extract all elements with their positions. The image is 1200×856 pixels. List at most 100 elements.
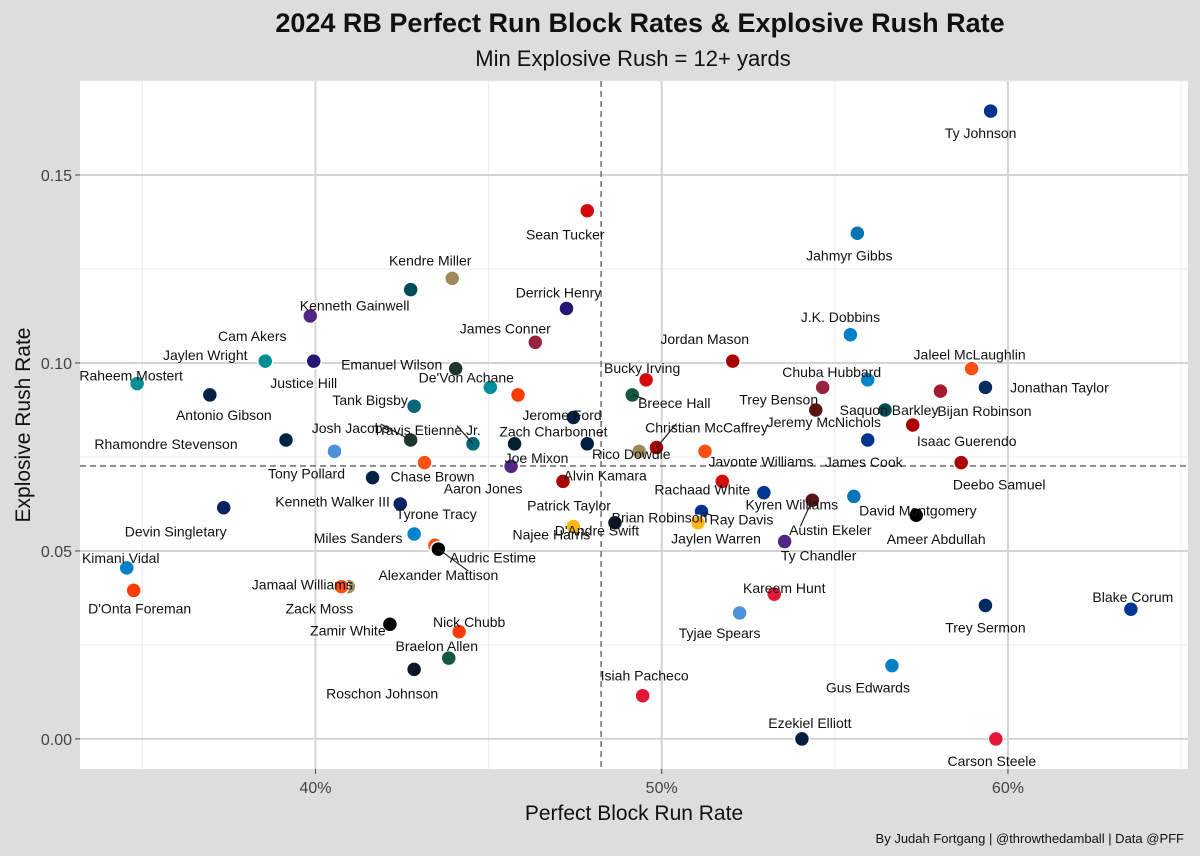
point-label: Jonathan Taylor — [1010, 379, 1109, 395]
point-label: Josh Jacobs — [312, 420, 390, 436]
point-label: Emanuel Wilson — [341, 357, 442, 373]
x-tick-label: 50% — [646, 780, 678, 797]
point-label: Brian Robinson — [612, 509, 708, 525]
point-label: Jerome Ford — [522, 407, 601, 423]
point-label: Zack Moss — [286, 601, 354, 617]
scatter-point: WAS — [807, 401, 825, 419]
point-label: Ezekiel Elliott — [768, 715, 851, 731]
scatter-point: ARI — [527, 334, 544, 351]
points-layer: BUF TB DET NO PHI BAL MIN LAC ARI SF MIA BAL GB DEN MI… — [118, 102, 1140, 748]
point-label: Najee Harris — [513, 527, 591, 543]
scatter-point: MIA — [482, 379, 499, 396]
point-label: Isaac Guerendo — [917, 433, 1017, 449]
scatter-point: DET — [845, 488, 863, 505]
scatter-point: CLE — [509, 386, 527, 404]
chart-subtitle: Min Explosive Rush = 12+ yards — [475, 46, 791, 71]
scatter-point: NYG — [215, 499, 232, 516]
scatter-point: MIN — [302, 307, 319, 325]
scatter-point: LAC — [883, 657, 901, 674]
point-label: Breece Hall — [638, 395, 710, 411]
scatter-point: GB — [447, 360, 464, 377]
point-label: Chase Brown — [390, 469, 474, 485]
x-tick-label: 60% — [992, 780, 1024, 797]
scatter-point: BUF — [982, 102, 999, 120]
point-label: D'Andre Swift — [555, 523, 639, 539]
point-label: Jahmyr Gibbs — [806, 247, 892, 263]
scatter-point: DAL — [793, 730, 811, 748]
point-label: Bucky Irving — [604, 360, 680, 376]
scatter-point: NE — [201, 386, 219, 404]
scatter-point: LAC — [118, 559, 135, 577]
scatter-point: CIN — [416, 454, 433, 471]
scatter-point: KC — [765, 585, 783, 603]
scatter-point: BAL — [305, 352, 322, 370]
scatter-point: NO — [630, 443, 648, 460]
point-label: Alvin Kamara — [564, 467, 647, 483]
point-label: Cam Akers — [218, 328, 286, 344]
scatter-point: DEN — [963, 360, 980, 377]
scatter-point: SEA — [565, 409, 582, 426]
point-label: Tony Pollard — [268, 465, 345, 481]
scatter-point: KC — [987, 730, 1005, 748]
y-tick-label: 0.10 — [41, 356, 72, 373]
point-label: Austin Ekeler — [789, 522, 872, 538]
point-label: Nick Chubb — [433, 614, 506, 630]
point-label: Kenneth Gainwell — [300, 298, 410, 314]
scatter-point: TB — [637, 371, 655, 389]
x-axis-label: Perfect Block Run Rate — [525, 802, 743, 825]
scatter-point: JAX — [405, 397, 423, 415]
scatter-point: TEN — [326, 443, 343, 460]
scatter-point: PIT — [689, 514, 707, 531]
reference-lines — [80, 81, 1188, 769]
scatter-point: KC — [634, 687, 651, 704]
point-label: Raheem Mostert — [79, 368, 183, 384]
point-label: Saquon Barkley — [840, 402, 939, 418]
point-label: Zach Charbonnet — [499, 423, 607, 439]
point-label: Jeremy McNichols — [767, 414, 881, 430]
point-label: Jordan Mason — [660, 331, 749, 347]
scatter-point: NE — [277, 431, 295, 449]
scatter-point: LA — [1122, 600, 1140, 618]
scatter-point: NYG — [392, 495, 409, 513]
point-label: Audric Estime — [450, 549, 537, 565]
point-label: Jaylen Warren — [671, 531, 761, 547]
y-tick-label: 0.05 — [41, 544, 72, 561]
scatter-point: LV — [907, 506, 925, 524]
point-label: Trey Sermon — [945, 619, 1025, 635]
scatter-point: BAL — [558, 300, 575, 317]
scatter-point: CAR — [859, 371, 876, 389]
point-label: Jaylen Wright — [163, 347, 248, 363]
point-label: Sean Tucker — [526, 227, 605, 243]
point-label: J.K. Dobbins — [801, 309, 880, 325]
point-label: Ty Johnson — [945, 125, 1017, 141]
scatter-point: PHI — [402, 281, 419, 298]
point-label: Chuba Hubbard — [782, 364, 881, 380]
point-label: Ray Davis — [710, 511, 774, 527]
scatter-point: NYJ — [440, 649, 458, 667]
scatter-point: CHI — [606, 514, 624, 531]
point-label: Tank Bigsby — [332, 392, 407, 408]
point-label: Blake Corum — [1092, 589, 1173, 605]
point-label: Kendre Miller — [389, 252, 472, 268]
scatter-point: CAR — [405, 525, 423, 543]
point-label: Rhamondre Stevenson — [94, 436, 237, 452]
scatter-point: IND — [977, 597, 994, 614]
point-label: Kareem Hunt — [743, 580, 826, 596]
point-label: Carson Steele — [947, 753, 1036, 769]
point-label: James Conner — [460, 320, 551, 336]
scatter-point: DEN — [696, 443, 714, 460]
point-label: Braelon Allen — [395, 638, 478, 654]
point-label: Justice Hill — [270, 375, 337, 391]
scatter-point: NO — [443, 270, 461, 287]
point-label: Jamaal Williams — [252, 577, 353, 593]
scatter-point: DAL — [579, 435, 596, 453]
labels-layer: Ty Johnson Sean Tucker Jahmyr Gibbs Kendre … — [79, 125, 1173, 769]
x-tick-label: 40% — [299, 780, 331, 797]
point-label: David Montgomery — [859, 502, 977, 518]
point-label: Gus Edwards — [826, 680, 910, 696]
point-label: Aaron Jones — [444, 480, 523, 496]
scatter-point: MIA — [128, 375, 146, 392]
scatter-point: MIA — [256, 352, 274, 370]
scatter-point: ARI — [814, 379, 831, 396]
